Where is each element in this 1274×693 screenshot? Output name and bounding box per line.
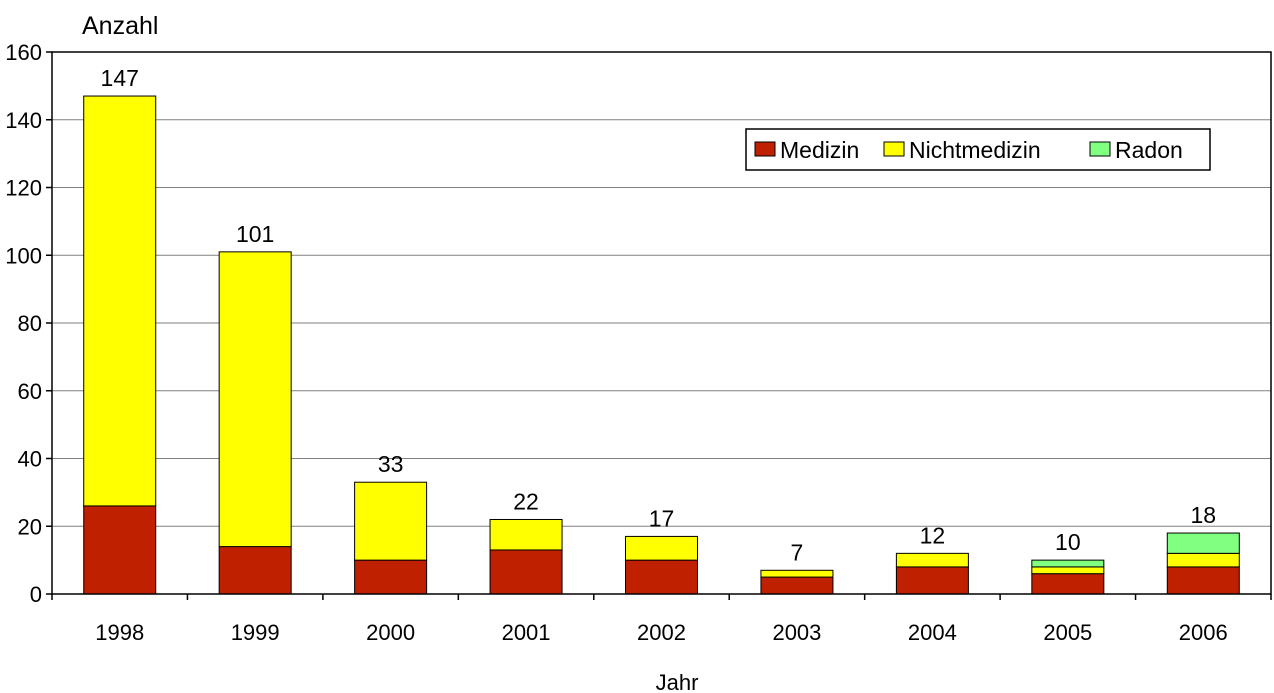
- bar-segment-medizin: [489, 549, 563, 595]
- data-label: 33: [378, 451, 404, 477]
- legend-swatch-radon: [1089, 141, 1111, 157]
- y-tick-label: 60: [18, 379, 42, 404]
- legend-box: [745, 128, 1211, 171]
- y-tick-label: 100: [5, 243, 42, 268]
- x-axis-label: Jahr: [656, 670, 699, 693]
- legend-label-radon: Radon: [1115, 137, 1183, 163]
- bar-segment-medizin: [1031, 573, 1105, 595]
- bar-segment-medizin: [83, 505, 157, 595]
- x-tick-label: 2004: [908, 620, 957, 645]
- legend-swatch-nichtmedizin: [883, 141, 905, 157]
- y-tick-label: 160: [5, 40, 42, 65]
- bar-segment-medizin: [625, 559, 698, 595]
- bar-segment-nichtmedizin: [625, 535, 698, 561]
- data-label: 101: [236, 221, 274, 247]
- bar-segment-nichtmedizin: [1031, 566, 1105, 575]
- bar-segment-nichtmedizin: [1166, 552, 1240, 568]
- y-axis-label: Anzahl: [82, 12, 158, 40]
- bar-segment-nichtmedizin: [760, 569, 834, 578]
- x-tick-label: 2001: [502, 620, 551, 645]
- data-label: 10: [1055, 529, 1081, 555]
- data-label: 7: [791, 539, 804, 565]
- x-tick-label: 2002: [637, 620, 686, 645]
- bars: 147 101 33 22 17 7 12 10 18: [83, 65, 1240, 595]
- x-tick-label: 2006: [1179, 620, 1228, 645]
- data-label: 17: [649, 505, 675, 531]
- bar-segment-nichtmedizin: [354, 481, 428, 561]
- x-tick-label: 2000: [366, 620, 415, 645]
- legend-swatch-medizin: [754, 141, 776, 157]
- y-tick-label: 120: [5, 176, 42, 201]
- bar-segment-medizin: [1166, 566, 1240, 595]
- y-tick-label: 0: [30, 582, 42, 607]
- bar-segment-medizin: [895, 566, 969, 595]
- data-label: 147: [101, 65, 139, 91]
- bar-segment-nichtmedizin: [489, 518, 563, 551]
- x-tick-label: 2003: [772, 620, 821, 645]
- y-tick-label: 80: [18, 311, 42, 336]
- y-tick-label: 140: [5, 108, 42, 133]
- bar-segment-medizin: [760, 576, 834, 595]
- bar-segment-medizin: [218, 546, 292, 595]
- bar-segment-nichtmedizin: [218, 251, 292, 548]
- x-tick-label: 2005: [1043, 620, 1092, 645]
- legend-label-nichtmedizin: Nichtmedizin: [909, 137, 1041, 163]
- y-tick-label: 20: [18, 514, 42, 539]
- bar-segment-nichtmedizin: [83, 95, 157, 507]
- data-label: 18: [1190, 502, 1216, 528]
- plot-frame: [51, 51, 1272, 595]
- axes: 0 20 40 60 80 100 120 140 160 1998 1999 2000 2001 200…: [5, 40, 1272, 645]
- data-label: 22: [513, 488, 539, 514]
- bar-segment-nichtmedizin: [895, 552, 969, 568]
- data-label: 12: [920, 522, 946, 548]
- y-tick-label: 40: [18, 447, 42, 472]
- bar-segment-radon: [1031, 559, 1105, 568]
- x-tick-label: 1998: [95, 620, 144, 645]
- legend-label-medizin: Medizin: [780, 137, 859, 163]
- bar-segment-radon: [1166, 532, 1240, 554]
- bar-segment-medizin: [354, 559, 428, 595]
- x-tick-label: 1999: [231, 620, 280, 645]
- legend: Medizin Nichtmedizin Radon: [745, 128, 1211, 171]
